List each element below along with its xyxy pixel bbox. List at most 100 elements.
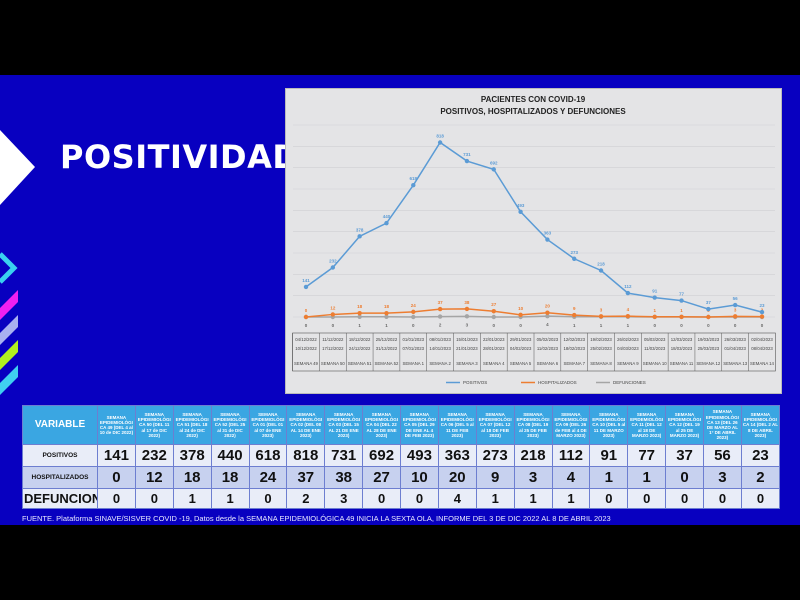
table-cell: 1 xyxy=(589,466,629,489)
data-point xyxy=(572,312,577,318)
table-cell: 0 xyxy=(703,488,742,509)
end-date-label: 04/03/2023 xyxy=(617,346,639,351)
table-cell: 24 xyxy=(248,466,288,489)
table-cell: 618 xyxy=(248,444,288,467)
data-label: 27 xyxy=(491,302,497,307)
row-label: POSITIVOS xyxy=(22,444,98,467)
data-label: 12 xyxy=(330,305,336,310)
table-cell: 0 xyxy=(589,488,629,509)
table-cell: 3 xyxy=(513,466,553,489)
data-point xyxy=(491,309,496,314)
data-label: 0 xyxy=(680,323,683,328)
data-label: 23 xyxy=(759,303,765,308)
week-tick-label: SEMANA 2 xyxy=(429,361,451,366)
end-date-label: 11/02/2023 xyxy=(537,346,559,351)
data-point xyxy=(759,309,765,315)
table-cell: 0 xyxy=(134,488,174,509)
data-label: 18 xyxy=(357,304,363,309)
data-point xyxy=(572,256,577,261)
table-cell: 23 xyxy=(740,444,781,467)
end-date-label: 24/12/2022 xyxy=(349,346,371,351)
legend-label: DEFUNCIONES xyxy=(613,380,646,385)
table-cell: 3 xyxy=(324,488,364,509)
table-cell: 0 xyxy=(740,488,781,509)
data-point xyxy=(357,234,362,239)
chevron-decoration-icon xyxy=(0,252,18,395)
week-tick-label: SEMANA 51 xyxy=(348,361,372,366)
table-cell: 273 xyxy=(475,444,515,467)
week-header: SEMANA EPIDEMIOLÓGICA 11 (DEL 12 al 18 D… xyxy=(627,405,667,445)
end-date-label: 18/02/2023 xyxy=(563,346,585,351)
data-label: 37 xyxy=(438,300,444,305)
start-date-label: 04/12/2022 xyxy=(295,337,317,342)
start-date-label: 05/03/2023 xyxy=(644,337,666,342)
start-date-label: 19/03/2023 xyxy=(698,337,720,342)
data-label: 4 xyxy=(627,307,630,312)
data-label: 37 xyxy=(706,300,712,305)
week-tick-label: SEMANA 8 xyxy=(590,361,612,366)
table-cell: 20 xyxy=(437,466,477,489)
table-cell: 692 xyxy=(362,444,401,467)
table-cell: 0 xyxy=(362,488,401,509)
data-point xyxy=(652,295,657,300)
data-label: 1 xyxy=(573,323,576,328)
data-point xyxy=(759,314,765,319)
table-cell: 0 xyxy=(665,466,704,489)
table-cell: 232 xyxy=(134,444,174,467)
table-cell: 218 xyxy=(513,444,553,467)
week-tick-label: SEMANA 14 xyxy=(750,361,774,366)
data-label: 4 xyxy=(546,322,549,327)
end-date-label: 08/04/2023 xyxy=(751,346,773,351)
data-label: 0 xyxy=(653,323,656,328)
week-header: SEMANA EPIDEMIOLÓGICA 10 (DEL 5 al 11 DE… xyxy=(589,405,629,445)
week-header: SEMANA EPIDEMIOLÓGICA 06 (DEL 5 al 11 DE… xyxy=(437,405,477,445)
table-cell: 37 xyxy=(286,466,326,489)
data-label: 0 xyxy=(305,323,308,328)
table-cell: 0 xyxy=(248,488,288,509)
data-label: 10 xyxy=(518,306,524,311)
week-tick-label: SEMANA 3 xyxy=(456,361,478,366)
week-tick-label: SEMANA 10 xyxy=(643,361,667,366)
data-point xyxy=(437,140,443,145)
end-date-label: 07/01/2023 xyxy=(403,346,425,351)
data-point xyxy=(518,209,523,215)
data-point xyxy=(545,310,550,315)
week-header: SEMANA EPIDEMIOLÓGICA 13 (DEL 26 DE MARZ… xyxy=(703,405,742,445)
start-date-label: 05/02/2023 xyxy=(537,337,559,342)
data-point xyxy=(464,314,470,319)
table-cell: 493 xyxy=(400,444,439,467)
data-point xyxy=(357,310,362,316)
data-label: 0 xyxy=(707,323,710,328)
legend-label: HOSPITALIZADOS xyxy=(538,380,577,385)
table-cell: 18 xyxy=(210,466,250,489)
data-label: 493 xyxy=(517,203,525,208)
data-point xyxy=(598,268,604,273)
end-date-label: 18/03/2023 xyxy=(671,346,693,351)
table-cell: 4 xyxy=(551,466,591,489)
end-date-label: 25/02/2023 xyxy=(590,346,612,351)
week-header: SEMANA EPIDEMIOLÓGICA 52 (DEL 25 al 31 d… xyxy=(210,405,250,445)
week-header: SEMANA EPIDEMIOLÓGICA 14 (DEL 2 AL 8 DE … xyxy=(740,405,781,445)
start-date-label: 12/02/2023 xyxy=(563,337,585,342)
data-label: 0 xyxy=(305,308,308,313)
week-header: SEMANA EPIDEMIOLÓGICA 49 (DEL 4 al 10 de… xyxy=(97,405,136,445)
data-point xyxy=(437,314,443,319)
data-point xyxy=(491,314,496,320)
series-line-positivos xyxy=(305,141,763,313)
data-label: 440 xyxy=(383,214,391,219)
table-cell: 731 xyxy=(324,444,364,467)
week-tick-label: SEMANA 4 xyxy=(483,361,505,366)
data-point xyxy=(464,306,470,312)
table-cell: 440 xyxy=(210,444,250,467)
data-label: 3 xyxy=(600,307,603,312)
table-cell: 91 xyxy=(589,444,629,467)
data-point xyxy=(732,314,738,319)
start-date-label: 29/01/2023 xyxy=(510,337,532,342)
data-point xyxy=(706,314,711,320)
data-label: 56 xyxy=(733,296,739,301)
data-label: 618 xyxy=(410,176,418,181)
week-header: SEMANA EPIDEMIOLÓGICA 05 (DEL 29 DE ENE … xyxy=(400,405,439,445)
week-header: SEMANA EPIDEMIOLÓGICA 50 (DEL 11 al 17 d… xyxy=(134,405,174,445)
start-date-label: 22/01/2023 xyxy=(483,337,505,342)
week-tick-label: SEMANA 12 xyxy=(696,361,720,366)
